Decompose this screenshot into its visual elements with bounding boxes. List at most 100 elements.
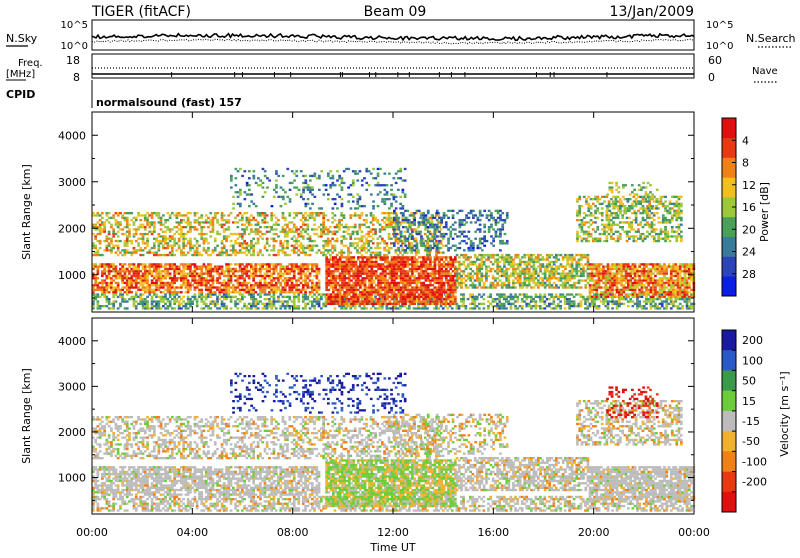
power-cell xyxy=(339,263,342,265)
power-cell xyxy=(587,261,590,263)
power-cell xyxy=(355,293,358,295)
power-cell xyxy=(151,273,154,275)
power-cell xyxy=(162,291,165,293)
power-cell xyxy=(517,254,520,256)
power-cell xyxy=(273,286,276,288)
power-cell xyxy=(516,298,519,300)
power-cell xyxy=(189,242,192,244)
power-cell xyxy=(139,270,142,272)
power-cell xyxy=(133,275,136,277)
power-cell xyxy=(438,298,441,300)
power-cell xyxy=(270,303,273,305)
power-cell xyxy=(665,270,668,272)
power-cell xyxy=(328,289,331,291)
power-cell xyxy=(389,300,392,302)
power-cell xyxy=(212,268,215,270)
power-cell xyxy=(483,254,486,256)
power-cell xyxy=(363,305,366,307)
power-cell xyxy=(393,284,396,286)
power-cell xyxy=(595,298,598,300)
power-cell xyxy=(288,305,291,307)
power-cell xyxy=(528,256,531,258)
power-cell xyxy=(399,307,402,309)
power-cell xyxy=(519,279,522,281)
power-cell xyxy=(391,293,394,295)
power-cell xyxy=(146,233,149,235)
power-cell xyxy=(587,256,590,258)
power-cell xyxy=(106,238,109,240)
power-cell xyxy=(623,289,626,291)
power-cell xyxy=(309,286,312,288)
power-cell xyxy=(483,282,486,284)
power-cell xyxy=(571,268,574,270)
power-cell xyxy=(121,270,124,272)
power-cell xyxy=(234,263,237,265)
power-cell xyxy=(151,305,154,307)
power-cell xyxy=(499,270,502,272)
power-cell xyxy=(225,252,228,254)
power-cell xyxy=(191,245,194,247)
power-cell xyxy=(595,296,598,298)
power-cell xyxy=(600,291,603,293)
power-cell xyxy=(126,300,129,302)
power-cell xyxy=(160,291,163,293)
power-cell xyxy=(445,277,448,279)
power-cell xyxy=(438,263,441,265)
power-cell xyxy=(121,289,124,291)
power-cell xyxy=(268,277,271,279)
nsky-tick-bottom: 10^0 xyxy=(61,41,88,52)
power-cell xyxy=(248,233,251,235)
power-cell xyxy=(234,289,237,291)
power-cell xyxy=(160,242,163,244)
power-cell xyxy=(555,277,558,279)
power-cell xyxy=(510,303,513,305)
power-cell xyxy=(370,282,373,284)
power-cell xyxy=(261,286,264,288)
power-cell xyxy=(650,268,653,270)
power-cell xyxy=(270,263,273,265)
power-cell xyxy=(164,221,167,223)
power-cell xyxy=(650,296,653,298)
power-cell xyxy=(255,273,258,275)
power-cell xyxy=(259,270,262,272)
power-cell xyxy=(273,291,276,293)
power-cell xyxy=(155,263,158,265)
power-cell xyxy=(508,277,511,279)
power-cell xyxy=(525,303,528,305)
power-cell xyxy=(191,270,194,272)
freq-trace xyxy=(92,68,694,77)
power-cell xyxy=(164,293,167,295)
power-cell xyxy=(189,221,192,223)
power-cell xyxy=(452,277,455,279)
power-cell xyxy=(117,249,120,251)
power-cell xyxy=(528,261,531,263)
power-cell xyxy=(429,261,432,263)
power-cell xyxy=(602,300,605,302)
power-cell xyxy=(207,279,210,281)
power-cell xyxy=(690,293,693,295)
power-cell xyxy=(659,289,662,291)
power-cell xyxy=(584,307,587,309)
power-cell xyxy=(187,268,190,270)
power-cell xyxy=(209,307,212,309)
power-cell xyxy=(279,284,282,286)
power-cell xyxy=(139,219,142,221)
power-cell xyxy=(647,300,650,302)
power-cell xyxy=(167,275,170,277)
power-cell xyxy=(209,254,212,256)
power-cell xyxy=(409,263,412,265)
power-cell xyxy=(151,282,154,284)
power-cell xyxy=(203,296,206,298)
nsky-tick-top: 10^5 xyxy=(61,20,88,31)
power-cell xyxy=(126,293,129,295)
power-cell xyxy=(212,279,215,281)
power-cell xyxy=(519,277,522,279)
power-cell xyxy=(148,291,151,293)
power-cell xyxy=(216,303,219,305)
power-cell xyxy=(546,268,549,270)
power-cell xyxy=(227,266,230,268)
power-cell xyxy=(501,254,504,256)
power-cell xyxy=(532,305,535,307)
power-cell xyxy=(346,261,349,263)
power-cell xyxy=(135,240,138,242)
